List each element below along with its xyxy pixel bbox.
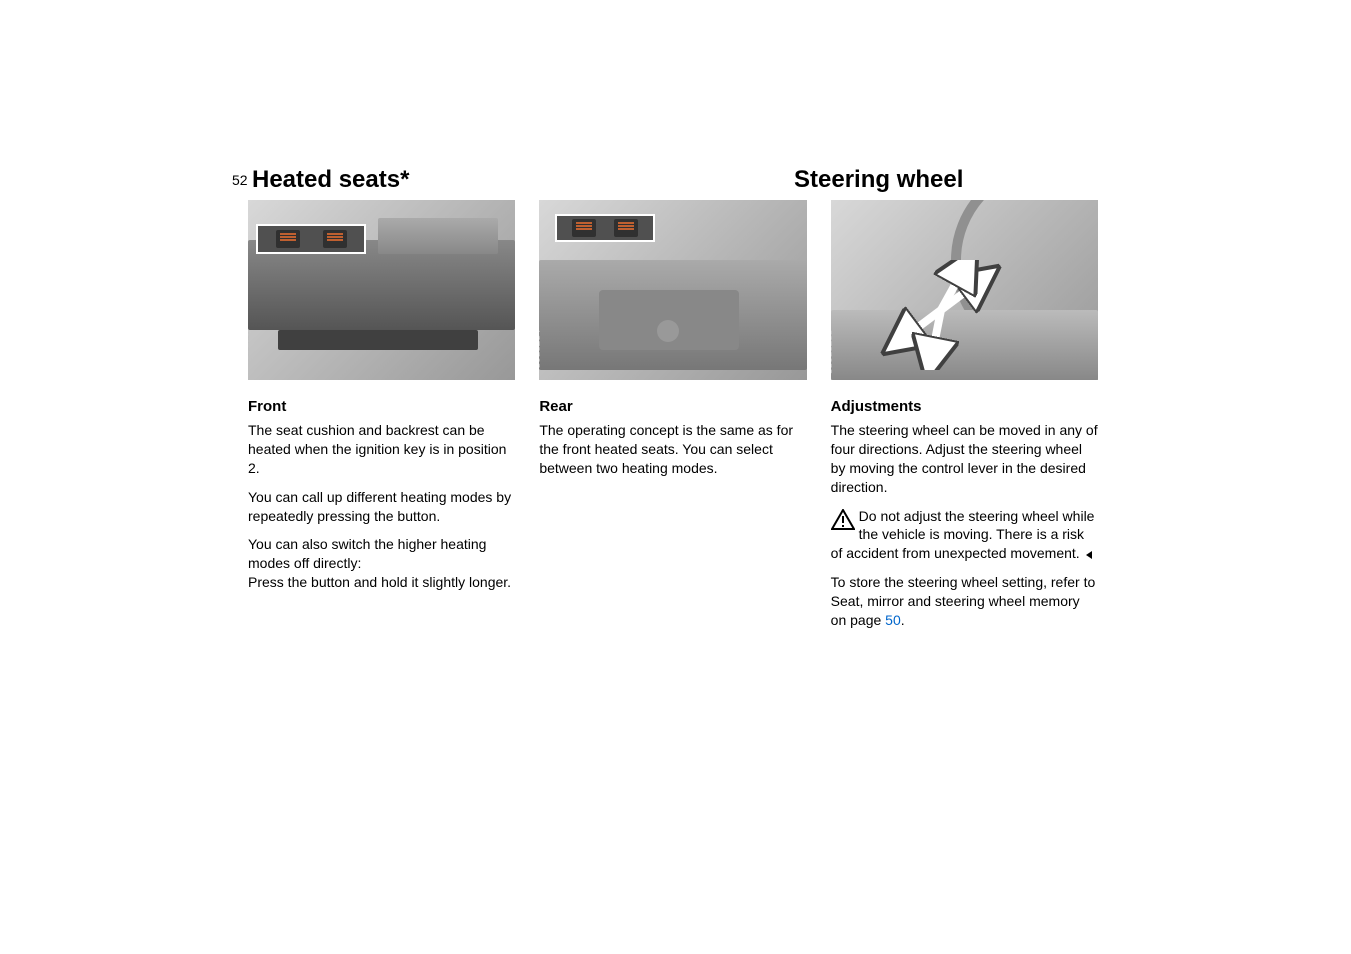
- end-marker-icon: [1084, 550, 1094, 560]
- page-number: 52: [232, 172, 248, 188]
- memory-text-pre: To store the steering wheel setting, ref…: [831, 574, 1096, 628]
- illustration-steering: 530de255: [831, 200, 1098, 380]
- rear-paragraph-1: The operating concept is the same as for…: [539, 421, 806, 478]
- steering-paragraph-1: The steering wheel can be moved in any o…: [831, 421, 1098, 497]
- illustration-ref: 530de255: [831, 330, 835, 375]
- heading-steering-wheel: Steering wheel: [794, 166, 963, 194]
- front-paragraph-3: You can also switch the higher heating m…: [248, 535, 515, 573]
- seat-heat-icon: [614, 219, 638, 237]
- illustration-ref: 530de234: [539, 330, 543, 375]
- column-front: 530de417 Front The seat cushion and back…: [248, 200, 515, 640]
- warning-text: Do not adjust the steering wheel while t…: [831, 508, 1095, 562]
- illustration-front-seats: 530de417: [248, 200, 515, 380]
- seat-heat-icon: [276, 230, 300, 248]
- illustration-rear-seats: 530de234: [539, 200, 806, 380]
- page-link-50[interactable]: 50: [885, 612, 901, 628]
- steering-warning: Do not adjust the steering wheel while t…: [831, 507, 1098, 564]
- memory-text-post: .: [901, 612, 905, 628]
- subheading-adjustments: Adjustments: [831, 398, 1098, 415]
- adjustment-arrows-icon: [871, 260, 1011, 370]
- front-paragraph-1: The seat cushion and backrest can be hea…: [248, 421, 515, 478]
- content-columns: 530de417 Front The seat cushion and back…: [248, 200, 1098, 640]
- seat-heat-icon: [572, 219, 596, 237]
- warning-icon: [831, 509, 855, 531]
- steering-paragraph-2: To store the steering wheel setting, ref…: [831, 573, 1098, 630]
- front-paragraph-4: Press the button and hold it slightly lo…: [248, 573, 515, 592]
- illustration-ref: 530de417: [248, 330, 252, 375]
- seat-heat-icon: [323, 230, 347, 248]
- front-paragraph-2: You can call up different heating modes …: [248, 488, 515, 526]
- subheading-rear: Rear: [539, 398, 806, 415]
- column-rear: 530de234 Rear The operating concept is t…: [539, 200, 806, 640]
- subheading-front: Front: [248, 398, 515, 415]
- heading-heated-seats: Heated seats*: [252, 166, 409, 194]
- column-steering: 530de255 Adjustments The steering wheel …: [831, 200, 1098, 640]
